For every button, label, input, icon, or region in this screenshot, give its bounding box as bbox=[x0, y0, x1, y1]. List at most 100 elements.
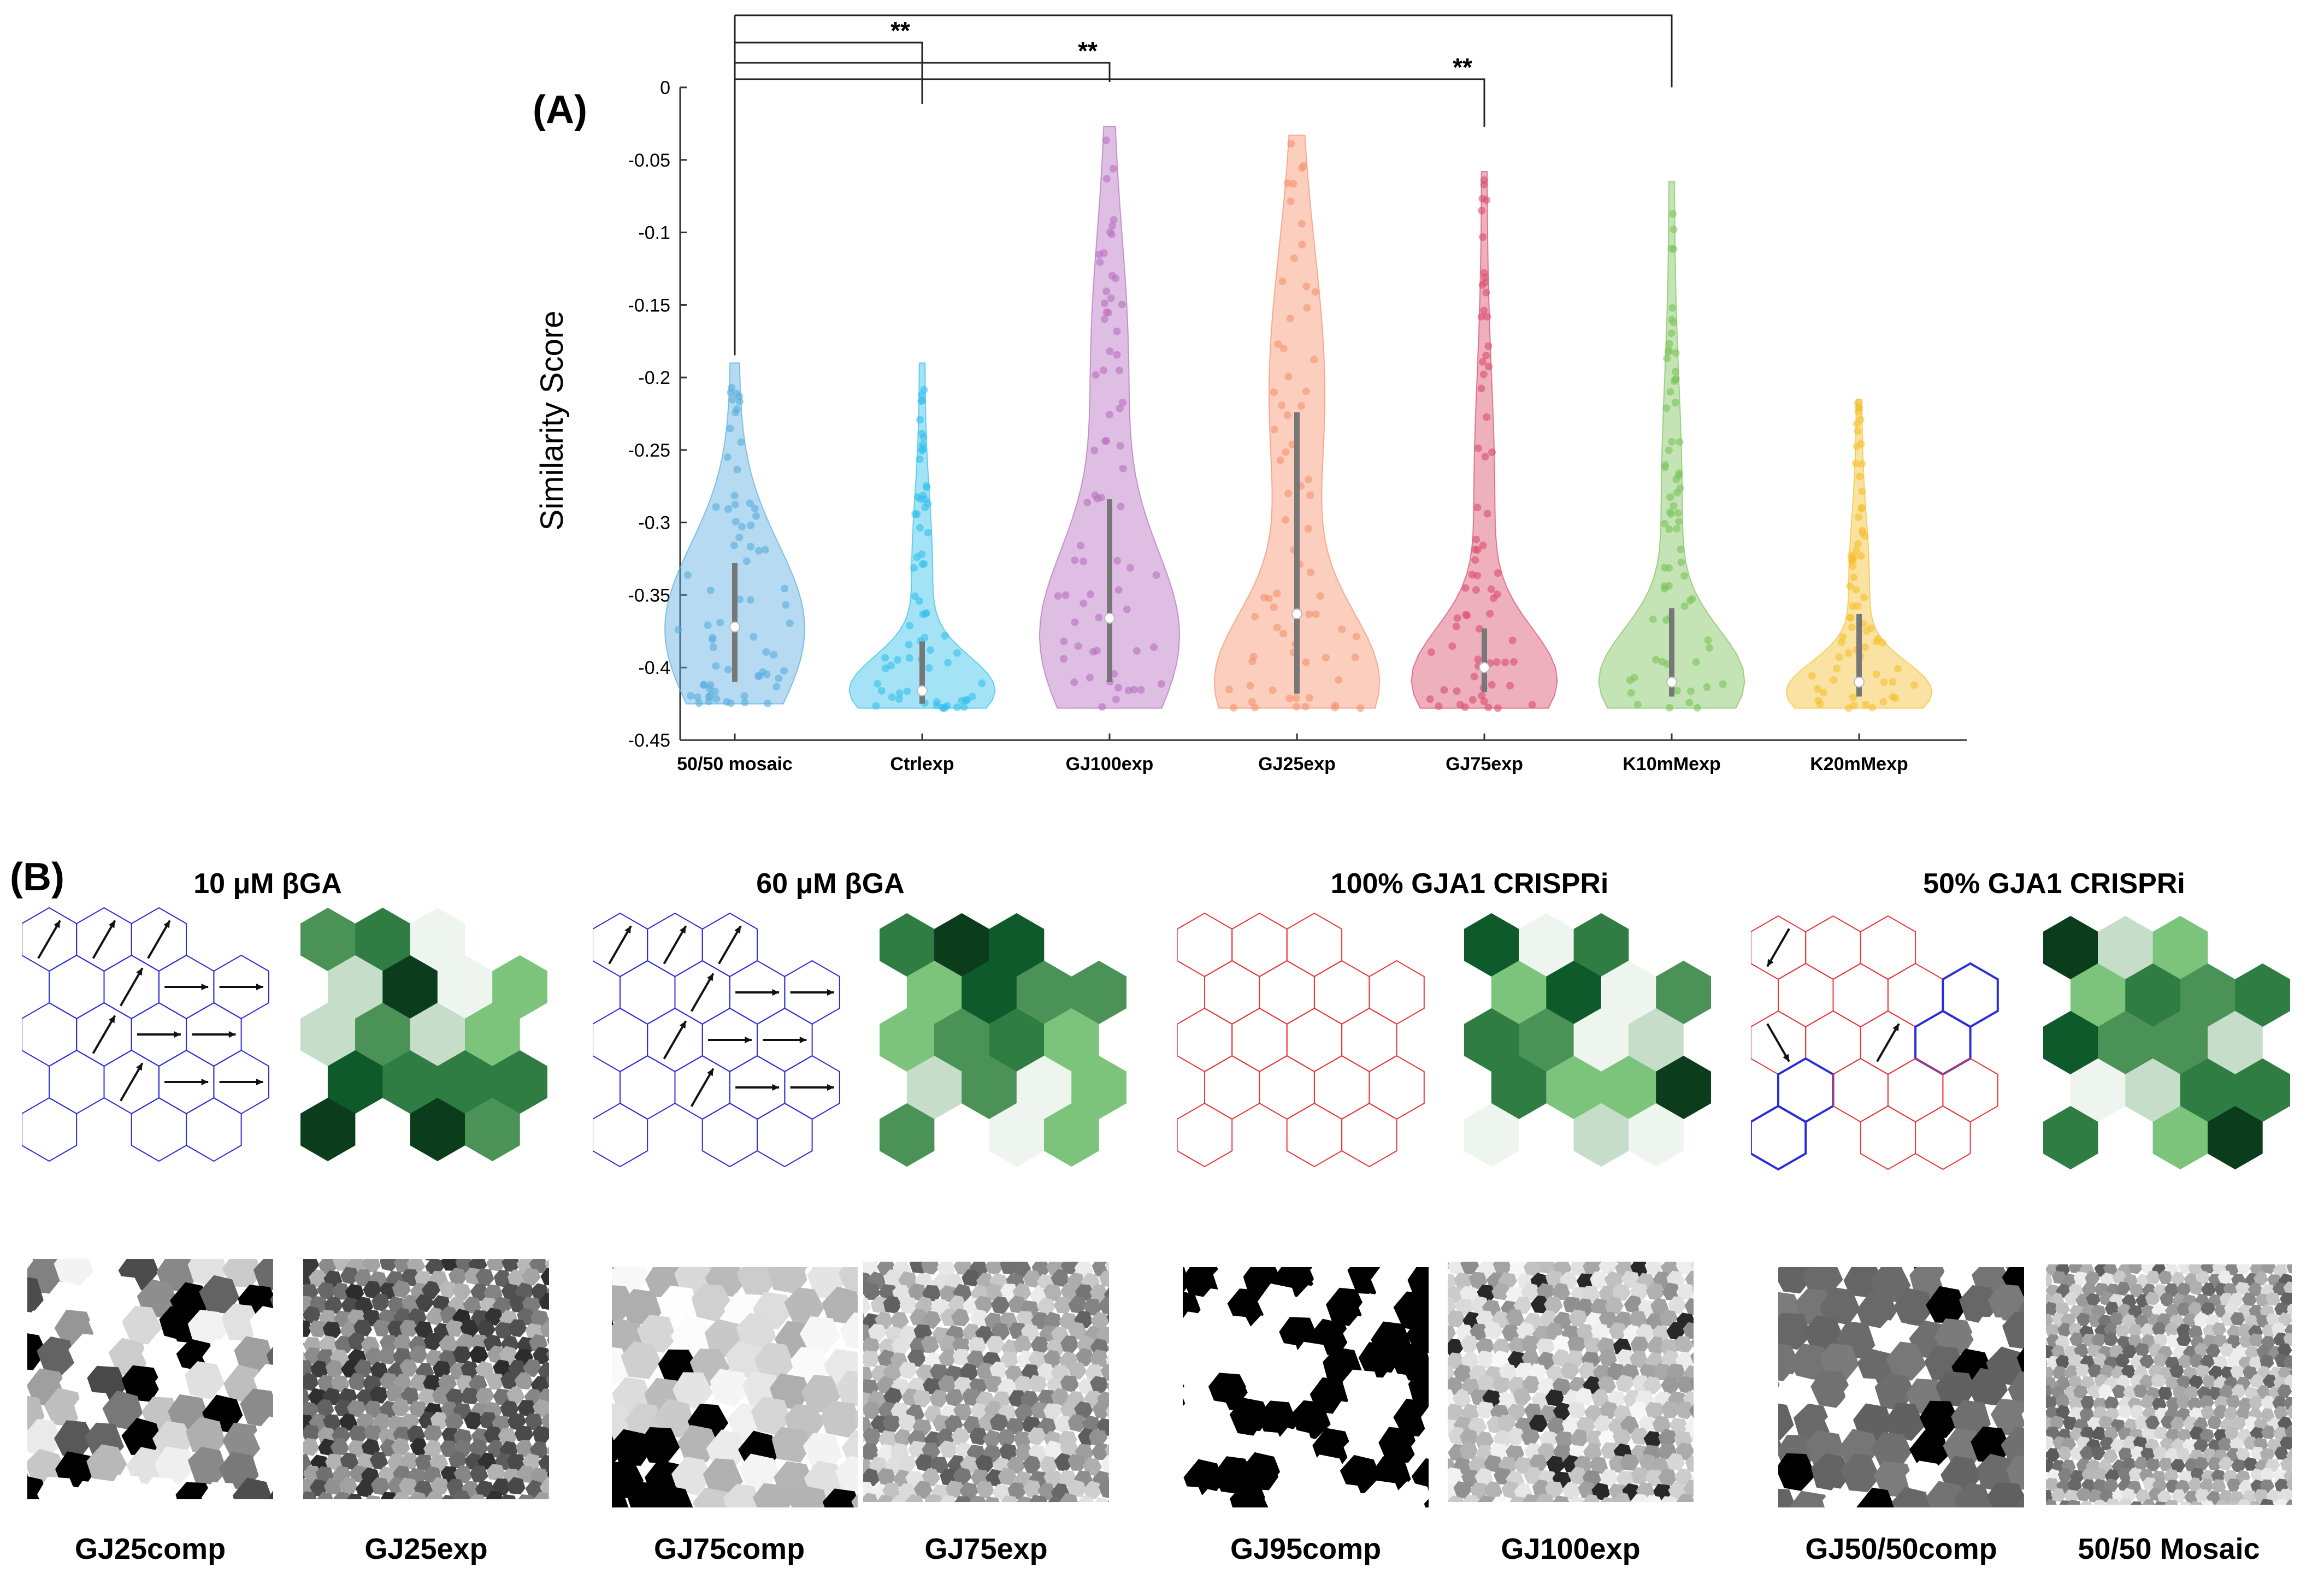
mosaic-cell bbox=[154, 1446, 195, 1485]
data-point bbox=[1662, 404, 1671, 412]
hex-outline-diagram-100-crispri bbox=[1177, 912, 1425, 1168]
mosaic-cell bbox=[2283, 1333, 2292, 1347]
mosaic-cell bbox=[1108, 1500, 1109, 1502]
data-point bbox=[1508, 636, 1517, 644]
mosaic-cell bbox=[673, 1372, 713, 1410]
mosaic-cell bbox=[1621, 1270, 1640, 1288]
hex-cell bbox=[1491, 1055, 1547, 1120]
mosaic-cell bbox=[348, 1373, 367, 1391]
mosaic-cell bbox=[486, 1259, 506, 1272]
mosaic-cell bbox=[369, 1451, 388, 1470]
data-point bbox=[728, 395, 736, 404]
data-point bbox=[1102, 175, 1111, 183]
mosaic-cell bbox=[2260, 1467, 2275, 1481]
mosaic-cell bbox=[1326, 1287, 1366, 1327]
hex-cell bbox=[989, 913, 1045, 977]
data-point bbox=[730, 541, 738, 549]
data-point bbox=[905, 622, 913, 630]
mosaic-cell bbox=[2237, 1499, 2251, 1505]
data-point bbox=[1661, 461, 1669, 469]
data-point bbox=[916, 416, 924, 424]
mosaic-cell bbox=[445, 1388, 464, 1406]
mosaic-cell bbox=[863, 1366, 874, 1383]
data-point bbox=[1060, 655, 1068, 663]
mosaic-cell bbox=[1593, 1415, 1612, 1434]
data-point bbox=[1071, 618, 1079, 626]
data-point bbox=[1666, 493, 1674, 501]
mosaic-cell bbox=[1990, 1399, 2024, 1436]
data-point bbox=[1100, 315, 1108, 323]
mosaic-cell bbox=[2129, 1284, 2144, 1298]
data-point bbox=[919, 492, 927, 500]
data-point bbox=[747, 521, 755, 529]
mosaic-cell bbox=[2176, 1282, 2191, 1297]
mosaic-cell bbox=[498, 1428, 517, 1445]
data-point bbox=[746, 596, 754, 604]
mosaic-cell bbox=[415, 1294, 434, 1312]
mosaic-cell bbox=[2226, 1500, 2238, 1505]
data-point bbox=[1461, 584, 1470, 592]
data-point bbox=[1478, 691, 1486, 700]
mosaic-cell bbox=[1261, 1341, 1302, 1378]
arrow-head bbox=[745, 1036, 752, 1044]
mosaic-cell bbox=[364, 1400, 383, 1418]
data-point bbox=[1471, 546, 1479, 554]
mosaic-cell bbox=[883, 1387, 903, 1405]
data-point bbox=[1686, 596, 1694, 605]
data-point bbox=[1680, 572, 1689, 580]
data-point bbox=[903, 687, 911, 695]
hex-cell bbox=[1204, 960, 1260, 1025]
mosaic-cell bbox=[1616, 1470, 1635, 1488]
mosaic-cell bbox=[399, 1320, 418, 1337]
data-point bbox=[1676, 438, 1684, 446]
data-point bbox=[933, 701, 941, 709]
mosaic-cell bbox=[2249, 1500, 2261, 1505]
data-point bbox=[1270, 425, 1278, 434]
mosaic-cell bbox=[445, 1412, 464, 1430]
mosaic-cell bbox=[2290, 1275, 2292, 1283]
mosaic-cell bbox=[1499, 1363, 1517, 1382]
data-point bbox=[1666, 508, 1674, 516]
mosaic-cell bbox=[1484, 1481, 1503, 1499]
mosaic-cell bbox=[2176, 1447, 2191, 1462]
mosaic-cell bbox=[1584, 1336, 1602, 1355]
mosaic-cell bbox=[1183, 1343, 1203, 1380]
mosaic-cell bbox=[2099, 1436, 2115, 1451]
mosaic-cell bbox=[2079, 1446, 2094, 1460]
mosaic-cell bbox=[2277, 1384, 2292, 1399]
hex-cell bbox=[620, 1055, 676, 1120]
mosaic-cell bbox=[494, 1322, 514, 1339]
hex-cell bbox=[300, 1002, 356, 1067]
mosaic-cell bbox=[1007, 1482, 1027, 1500]
mosaic-cell bbox=[461, 1361, 480, 1379]
data-point bbox=[1338, 625, 1346, 634]
mosaic-cell bbox=[1521, 1335, 1540, 1353]
mosaic-cell bbox=[392, 1492, 411, 1499]
data-point bbox=[772, 683, 781, 691]
mosaic-cell bbox=[2207, 1457, 2222, 1471]
mosaic-cell bbox=[892, 1337, 911, 1355]
data-point bbox=[1113, 351, 1121, 359]
data-point bbox=[1112, 695, 1120, 703]
mosaic-cell bbox=[2139, 1355, 2155, 1369]
hex-cell bbox=[2152, 1105, 2208, 1170]
mosaic-cell bbox=[1630, 1350, 1648, 1369]
data-point bbox=[881, 654, 889, 662]
hex-cell bbox=[593, 1007, 648, 1073]
mosaic-cell bbox=[1935, 1370, 1976, 1407]
data-point bbox=[953, 703, 961, 711]
mosaic-cell bbox=[1454, 1272, 1473, 1290]
mosaic-cell bbox=[1567, 1401, 1586, 1419]
data-point bbox=[1479, 233, 1487, 241]
mosaic-cell bbox=[2187, 1397, 2202, 1411]
data-point bbox=[775, 675, 783, 683]
mosaic-cell bbox=[2178, 1354, 2192, 1368]
y-tick-label: -0.4 bbox=[638, 658, 670, 678]
hex-cell bbox=[492, 955, 547, 1019]
data-point bbox=[1473, 504, 1482, 512]
mosaic-cell bbox=[430, 1477, 450, 1494]
data-point bbox=[1477, 312, 1485, 321]
mosaic-cell bbox=[1691, 1287, 1694, 1294]
mosaic-cell bbox=[317, 1427, 336, 1444]
hex-outline-diagram-50-crispri bbox=[1751, 915, 1999, 1171]
